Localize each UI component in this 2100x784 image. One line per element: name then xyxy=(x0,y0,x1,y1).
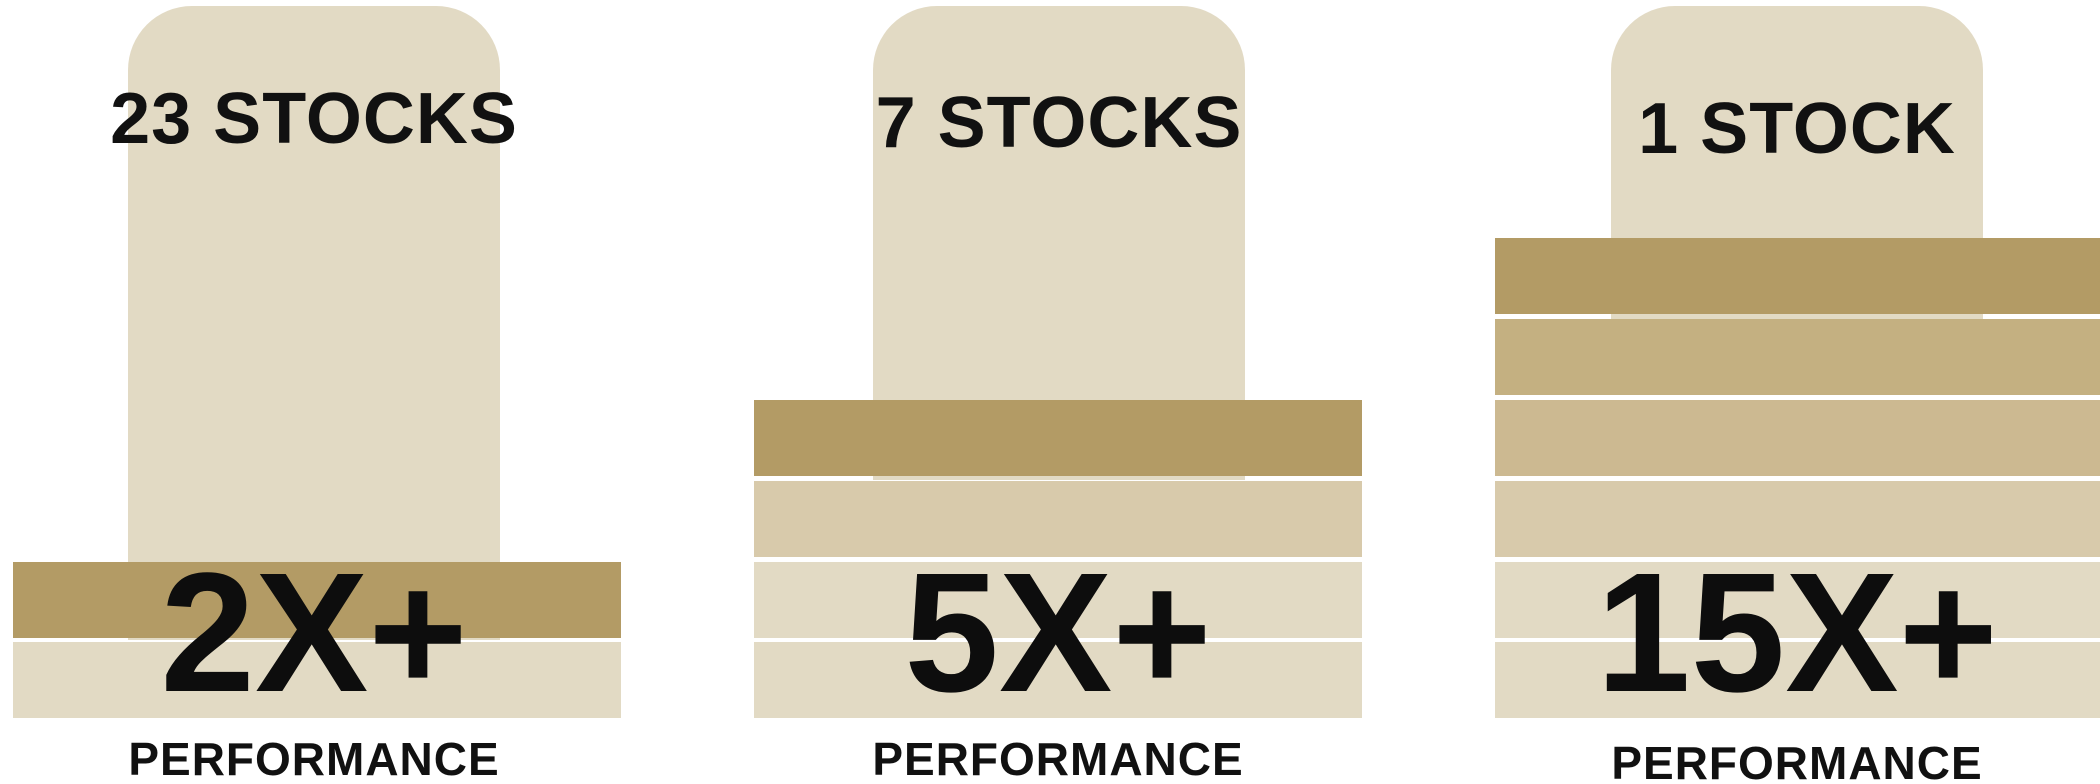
level-bar xyxy=(1495,642,2100,718)
performance-label: PERFORMANCE xyxy=(128,733,500,784)
performance-label: PERFORMANCE xyxy=(872,733,1244,784)
level-bar xyxy=(13,642,621,718)
level-bar xyxy=(754,481,1362,557)
level-bar xyxy=(754,642,1362,718)
level-bar xyxy=(1495,238,2100,314)
level-bar xyxy=(1495,562,2100,638)
performance-multiplier: 2X+ xyxy=(160,538,468,728)
level-bar xyxy=(754,562,1362,638)
performance-label: PERFORMANCE xyxy=(1611,737,1983,784)
level-bar xyxy=(13,562,621,638)
performance-multiplier: 5X+ xyxy=(904,538,1212,728)
panel-1-stock: 1 STOCK 15X+ PERFORMANCE xyxy=(1420,0,2100,784)
level-bar xyxy=(1495,319,2100,395)
panel-23-stocks: 23 STOCKS 2X+ PERFORMANCE xyxy=(0,0,720,784)
stock-count-tab xyxy=(128,6,500,640)
level-bar xyxy=(1495,481,2100,557)
level-bar xyxy=(1495,400,2100,476)
stock-count-label: 7 STOCKS xyxy=(875,83,1243,163)
stock-count-label: 1 STOCK xyxy=(1638,89,1956,169)
panel-7-stocks: 7 STOCKS 5X+ PERFORMANCE xyxy=(720,0,1420,784)
performance-multiplier: 15X+ xyxy=(1596,538,1998,728)
level-bar xyxy=(754,400,1362,476)
stock-count-label: 23 STOCKS xyxy=(110,79,518,159)
